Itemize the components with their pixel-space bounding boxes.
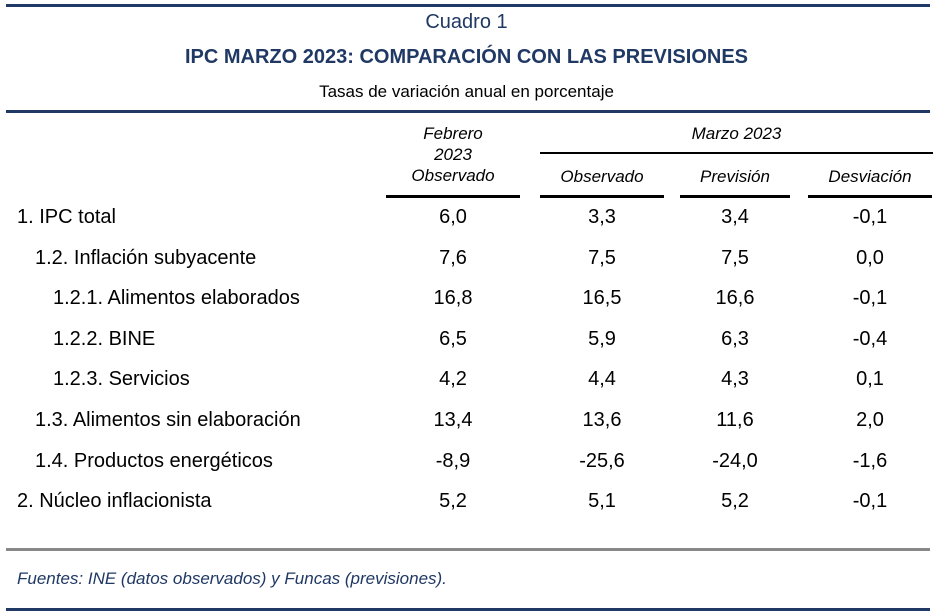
header-rule: [6, 110, 930, 113]
table-cell: 7,6: [439, 247, 467, 269]
table-cell: 0,1: [856, 368, 884, 390]
header-febrero-line3: Observado: [411, 166, 495, 185]
top-rule: [6, 4, 930, 7]
table-cell: -25,6: [579, 450, 625, 472]
footer-rule: [6, 548, 930, 551]
table-cell: 16,6: [715, 287, 755, 309]
table-number: Cuadro 1: [425, 11, 508, 33]
table-cell: -1,6: [852, 450, 888, 472]
desviacion-underline: [808, 195, 932, 198]
table-cell: 2,0: [856, 409, 884, 431]
header-febrero-line2: 2023: [434, 145, 472, 164]
prevision-underline: [680, 195, 790, 198]
table-cell: 6,3: [721, 328, 749, 350]
table-cell: 4,2: [439, 368, 467, 390]
febrero-underline: [386, 195, 520, 198]
table-subtitle: Tasas de variación anual en porcentaje: [319, 82, 614, 101]
row-label: 1.2.2. BINE: [53, 328, 156, 350]
table-cell: 13,6: [582, 409, 622, 431]
table-cell: 16,8: [433, 287, 473, 309]
table-cell: 4,3: [721, 368, 749, 390]
table-cell: 6,0: [439, 206, 467, 228]
row-label: 1.2. Inflación subyacente: [35, 247, 257, 269]
table-cell: -24,0: [712, 450, 758, 472]
table-cell: 3,3: [588, 206, 616, 228]
header-observado: Observado: [560, 167, 644, 186]
row-label: 1.3. Alimentos sin elaboración: [35, 409, 301, 431]
table-cell: 5,2: [721, 490, 749, 512]
table-cell: -8,9: [435, 450, 471, 472]
table-cell: -0,1: [852, 490, 888, 512]
header-febrero: Febrero 2023 Observado: [388, 123, 518, 186]
header-marzo-group: Marzo 2023: [691, 124, 782, 143]
table-cell: 7,5: [588, 247, 616, 269]
table-cell: 3,4: [721, 206, 749, 228]
header-febrero-line1: Febrero: [423, 124, 483, 143]
row-label: 1.2.3. Servicios: [53, 368, 190, 390]
header-desviacion: Desviación: [828, 167, 912, 186]
row-label: 1.4. Productos energéticos: [35, 450, 273, 472]
table-title: IPC MARZO 2023: COMPARACIÓN CON LAS PREV…: [184, 46, 749, 68]
table-cell: 13,4: [433, 409, 473, 431]
observado-underline: [540, 195, 664, 198]
table-cell: 16,5: [582, 287, 622, 309]
table-cell: 11,6: [716, 409, 754, 431]
marzo-group-underline: [540, 152, 933, 154]
table-cell: 6,5: [439, 328, 467, 350]
source-note: Fuentes: INE (datos observados) y Funcas…: [17, 569, 447, 588]
table-cell: 5,9: [588, 328, 616, 350]
table-cell: -0,1: [852, 206, 888, 228]
table-cell: 7,5: [721, 247, 749, 269]
row-label: 1. IPC total: [17, 206, 116, 228]
bottom-rule: [6, 608, 930, 611]
table-cell: -0,1: [852, 287, 888, 309]
table-cell: 5,2: [439, 490, 467, 512]
row-label: 2. Núcleo inflacionista: [17, 490, 212, 512]
table-cell: -0,4: [852, 328, 888, 350]
header-prevision: Previsión: [700, 167, 770, 186]
table-cell: 0,0: [856, 247, 884, 269]
row-label: 1.2.1. Alimentos elaborados: [53, 287, 300, 309]
table-cell: 5,1: [588, 490, 616, 512]
table-cell: 4,4: [588, 368, 616, 390]
